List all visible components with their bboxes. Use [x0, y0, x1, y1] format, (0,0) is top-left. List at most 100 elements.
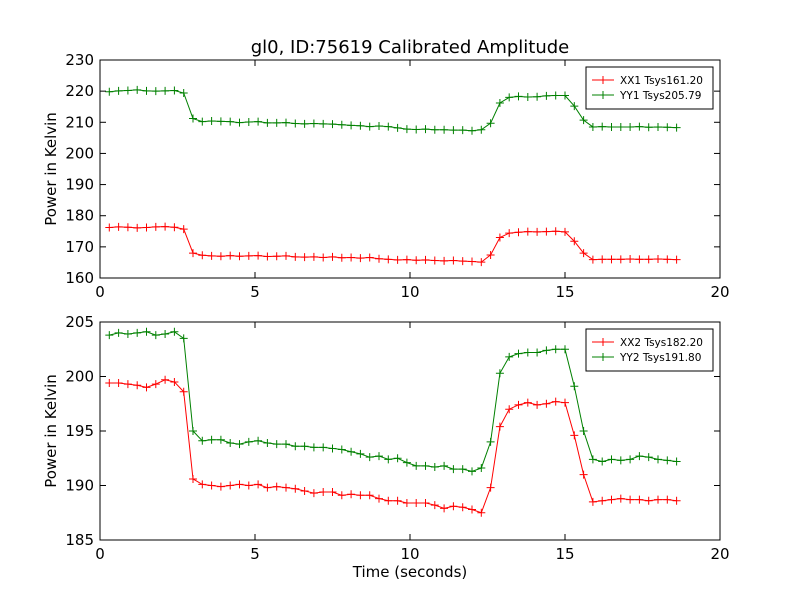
- data-point-marker: [495, 98, 504, 107]
- data-point-marker: [551, 397, 560, 406]
- data-point-marker: [533, 92, 542, 101]
- data-point-marker: [542, 91, 551, 100]
- data-point-marker: [468, 467, 476, 476]
- legend-label: XX1 Tsys161.20: [620, 75, 703, 87]
- data-point-marker: [105, 379, 114, 388]
- legend-box: [585, 66, 714, 110]
- data-point-marker: [133, 223, 142, 232]
- x-tick-label: 20: [710, 283, 729, 301]
- data-point-marker: [607, 255, 616, 264]
- data-point-marker: [151, 331, 160, 340]
- data-point-marker: [105, 331, 114, 340]
- data-point-marker: [282, 118, 290, 127]
- data-point-marker: [226, 117, 235, 126]
- data-point-marker: [254, 436, 263, 445]
- data-point-marker: [133, 85, 142, 94]
- data-point-marker: [449, 126, 458, 135]
- data-point-marker: [486, 437, 495, 446]
- data-point-marker: [189, 249, 197, 258]
- data-point-marker: [263, 483, 272, 492]
- data-point-marker: [654, 255, 662, 264]
- y-tick-label: 200: [65, 144, 94, 162]
- data-point-marker: [161, 86, 170, 95]
- data-point-marker: [551, 91, 560, 100]
- data-point-marker: [375, 254, 383, 263]
- data-point-marker: [151, 222, 160, 231]
- data-point-marker: [635, 452, 644, 461]
- data-point-marker: [588, 497, 597, 506]
- data-point-marker: [179, 89, 188, 98]
- data-point-marker: [291, 442, 300, 451]
- y-tick-label: 230: [65, 51, 94, 69]
- data-point-marker: [319, 253, 328, 262]
- data-point-marker: [430, 501, 439, 510]
- data-point-marker: [393, 454, 402, 463]
- data-point-marker: [207, 251, 216, 260]
- top-panel: 0 5 10 15 20 160 170 180 190 200 210 220 230 Power in…: [42, 51, 730, 301]
- data-point-marker: [151, 380, 160, 389]
- data-point-marker: [375, 122, 383, 131]
- data-point-marker: [384, 496, 393, 505]
- data-point-marker: [282, 483, 290, 492]
- data-point-marker: [412, 461, 421, 470]
- data-point-marker: [226, 481, 235, 490]
- data-point-marker: [616, 122, 625, 131]
- data-point-marker: [142, 86, 151, 95]
- data-point-marker: [514, 400, 523, 409]
- data-point-marker: [430, 256, 439, 265]
- data-point-marker: [207, 481, 216, 490]
- data-point-marker: [626, 255, 635, 264]
- y-axis-label: Power in Kelvin: [42, 374, 60, 488]
- data-point-marker: [486, 483, 495, 492]
- data-point-marker: [607, 455, 616, 464]
- data-point-marker: [468, 126, 476, 135]
- x-tick-label: 10: [400, 283, 419, 301]
- data-point-marker: [486, 119, 495, 128]
- data-point-marker: [663, 456, 672, 465]
- data-point-marker: [300, 253, 309, 262]
- data-point-marker: [216, 117, 225, 126]
- data-point-marker: [542, 399, 551, 408]
- data-point-marker: [291, 119, 300, 128]
- data-point-marker: [672, 255, 681, 264]
- data-point-marker: [133, 381, 142, 390]
- y-tick-label: 195: [65, 422, 94, 440]
- data-point-marker: [579, 116, 588, 125]
- data-point-marker: [337, 120, 346, 129]
- data-point-marker: [421, 255, 430, 264]
- data-point-marker: [123, 380, 132, 389]
- data-point-marker: [458, 257, 467, 266]
- data-point-marker: [626, 122, 635, 131]
- data-point-marker: [579, 470, 588, 479]
- data-point-marker: [505, 229, 514, 238]
- data-point-marker: [523, 93, 532, 102]
- data-point-marker: [189, 427, 197, 435]
- data-point-marker: [151, 87, 160, 96]
- data-point-marker: [263, 252, 272, 261]
- data-point-marker: [561, 91, 569, 100]
- x-tick-label: 0: [95, 545, 105, 563]
- data-point-marker: [282, 440, 290, 449]
- y-tick-label: 190: [65, 477, 94, 495]
- data-point-marker: [505, 352, 514, 361]
- data-point-marker: [402, 125, 411, 134]
- data-point-marker: [468, 257, 476, 266]
- data-point-marker: [505, 405, 514, 414]
- data-point-marker: [114, 222, 123, 231]
- data-point-marker: [421, 125, 430, 134]
- data-point-marker: [384, 455, 393, 464]
- data-point-marker: [161, 329, 170, 338]
- data-point-marker: [179, 225, 188, 234]
- series-line-1-1: [109, 226, 677, 263]
- data-point-marker: [468, 505, 476, 514]
- data-point-marker: [347, 253, 356, 262]
- data-point-marker: [533, 400, 542, 409]
- data-point-marker: [133, 328, 142, 337]
- data-point-marker: [533, 227, 542, 236]
- data-point-marker: [105, 223, 114, 232]
- data-point-marker: [440, 461, 449, 470]
- data-point-marker: [365, 491, 374, 500]
- data-point-marker: [300, 119, 309, 128]
- data-point-marker: [216, 435, 225, 444]
- data-point-marker: [142, 383, 151, 392]
